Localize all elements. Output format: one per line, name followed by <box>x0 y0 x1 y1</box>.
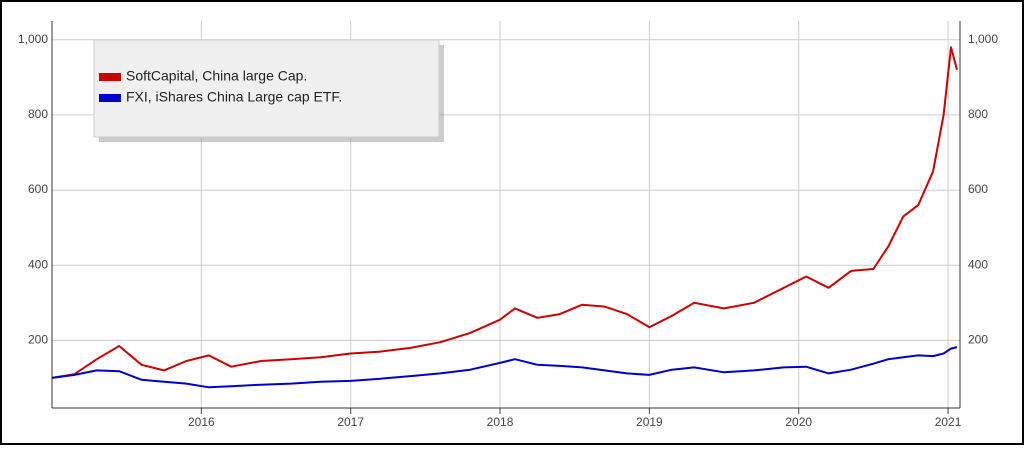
y2-tick-label: 400 <box>968 257 988 271</box>
y2-tick-label: 200 <box>968 333 988 347</box>
legend-box <box>93 39 440 138</box>
x-tick-label: 2019 <box>636 415 663 429</box>
y-tick-label: 200 <box>28 333 48 347</box>
legend-swatch <box>99 94 121 102</box>
legend-label: FXI, iShares China Large cap ETF. <box>126 89 342 105</box>
y2-tick-label: 600 <box>968 182 988 196</box>
legend: SoftCapital, China large Cap. FXI, iShare… <box>93 39 444 142</box>
y-tick-label: 1,000 <box>18 32 48 46</box>
y-tick-label: 800 <box>28 107 48 121</box>
y2-tick-label: 1,000 <box>968 32 998 46</box>
legend-swatch <box>99 73 121 81</box>
x-tick-label: 2018 <box>487 415 514 429</box>
x-tick-label: 2016 <box>188 415 215 429</box>
x-tick-label: 2017 <box>337 415 364 429</box>
series-line <box>51 346 958 389</box>
y-tick-label: 600 <box>28 182 48 196</box>
legend-label: SoftCapital, China large Cap. <box>126 68 307 84</box>
y-tick-label: 400 <box>28 257 48 271</box>
x-tick-label: 2020 <box>785 415 812 429</box>
y2-tick-label: 800 <box>968 107 988 121</box>
x-tick-label: 2021 <box>935 415 962 429</box>
lines <box>51 46 958 389</box>
series-line <box>51 46 958 379</box>
